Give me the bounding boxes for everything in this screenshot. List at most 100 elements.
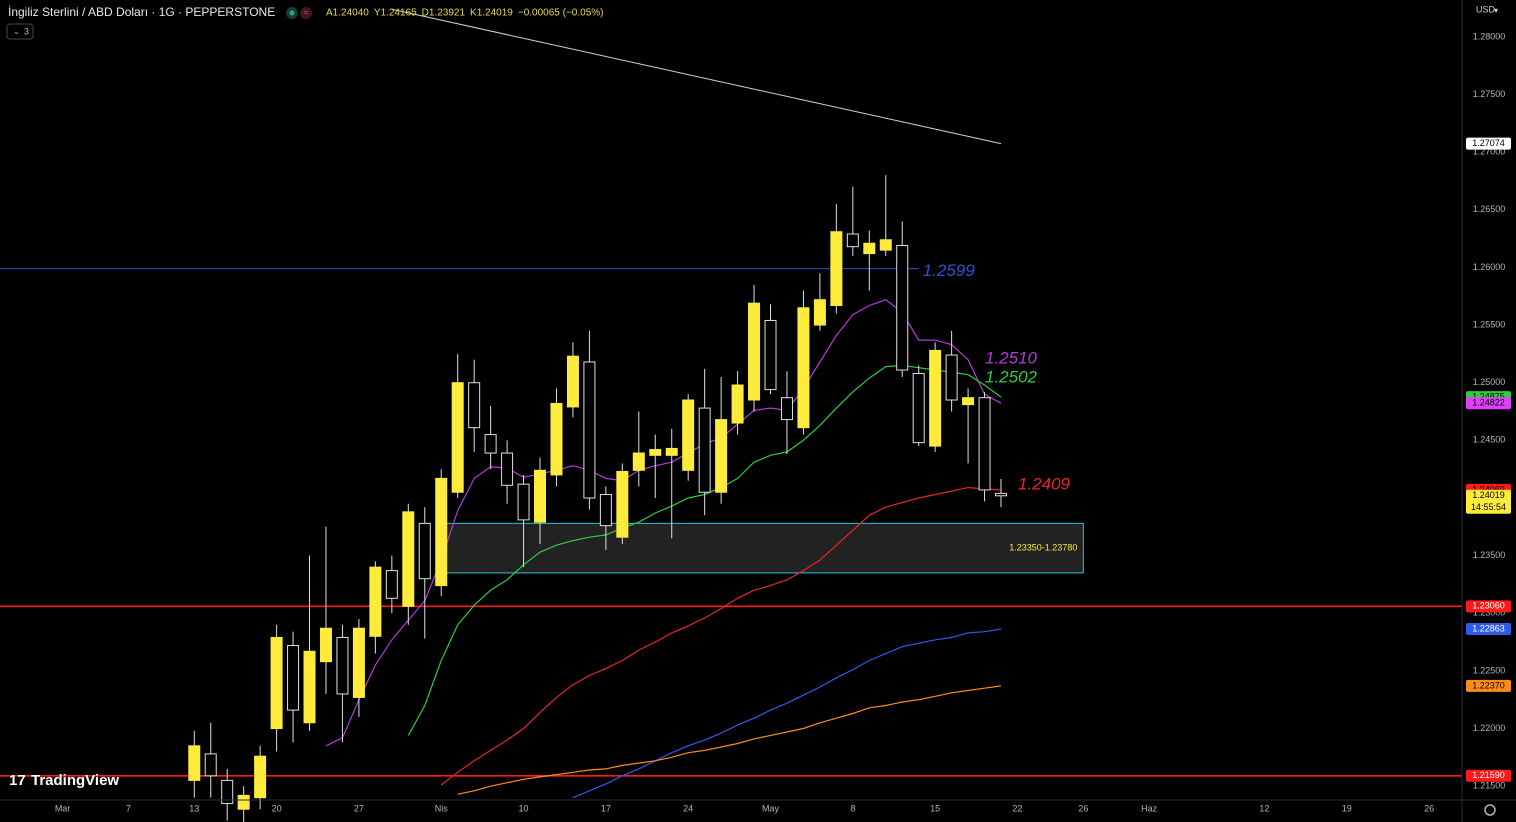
candle-body [879,239,892,251]
price-badge [1466,397,1511,410]
candle-body [336,636,349,695]
x-tick-label: 26 [1078,803,1088,813]
candle-body [369,566,382,637]
x-tick-label: May [762,803,780,813]
candle-body [632,452,645,471]
y-tick-label: 1.23500 [1473,550,1506,560]
y-tick-label: 1.23000 [1473,608,1506,618]
market-icon-glyph: ≈ [304,7,309,17]
candle-body [270,636,283,730]
price-badge-label: 1.24069 [1472,484,1505,494]
indicator-line [572,628,1002,799]
x-tick-label: Haz [1141,803,1158,813]
status-dot [289,10,295,16]
candle-body [501,452,514,486]
layers-button[interactable] [6,23,34,40]
price-badge-label: 1.22863 [1472,623,1505,633]
ohlc-value: K1.24019 [470,8,513,19]
y-tick-label: 1.21500 [1473,781,1506,791]
currency[interactable]: USD [1476,4,1496,14]
candle-body [204,753,217,777]
price-badge-label: 1.22370 [1472,680,1505,690]
candle-body [797,307,810,429]
candle-body [715,419,728,493]
x-tick-label: 10 [519,803,529,813]
candle-body [731,384,744,424]
y-tick-label: 1.26000 [1473,262,1506,272]
candle-body [287,645,300,711]
candle-body [896,245,909,371]
currency-caret: ▾ [1494,6,1498,15]
countdown: 14:55:54 [1471,502,1506,512]
candle-body [912,372,925,444]
candle-body [599,494,612,527]
x-tick-label: 15 [930,803,940,813]
ohlc-value: Y1.24165 [374,8,417,19]
indicator-line [440,486,1002,786]
candle-body [962,397,975,406]
x-tick-label: 12 [1259,803,1269,813]
x-tick-label: 17 [601,803,611,813]
y-tick-label: 1.22500 [1473,665,1506,675]
candle-body [484,434,497,454]
candle-body [237,794,250,810]
candle-body [352,627,365,698]
candle-body [566,355,579,408]
candle-body [813,299,826,326]
settings-icon[interactable] [1484,804,1496,816]
ohlc-value: A1.24040 [326,8,369,19]
line-label: 1.2599 [923,261,976,280]
indicator-line [457,685,1002,795]
candle-body [303,650,316,724]
candle-body [863,242,876,255]
price-badge-label: 1.23060 [1472,601,1505,611]
candle-body [319,627,332,663]
y-tick-label: 1.24500 [1473,435,1506,445]
candle-body [929,349,942,447]
y-tick-label: 1.27000 [1473,147,1506,157]
market-icon[interactable] [300,7,312,19]
x-tick-label: 7 [126,803,131,813]
price-badge-label: 1.24875 [1472,391,1505,401]
candle-body [435,477,448,587]
price-badge-label: 1.24019 [1472,490,1505,500]
layers-caret: ⌄ [13,27,20,36]
x-tick-label: 8 [850,803,855,813]
candle-body [830,231,843,306]
x-tick-label: 24 [683,803,693,813]
x-tick-label: 13 [189,803,199,813]
indicator-label: 1.2502 [985,367,1038,386]
candle-body [583,361,596,499]
header: İngiliz Sterlini / ABD Doları · 1G · PEP… [6,5,603,40]
x-tick-label: 26 [1424,803,1434,813]
candle-body [682,399,695,471]
candle-body [616,470,629,538]
candle-body [550,402,563,476]
x-tick-label: 22 [1012,803,1022,813]
x-tick-label: 27 [354,803,364,813]
y-tick-label: 1.28000 [1473,31,1506,41]
candle-body [649,449,662,456]
candle-body [665,447,678,456]
indicator-label: 1.2409 [1018,474,1071,493]
price-badge-label: 1.21590 [1472,770,1505,780]
y-tick-label: 1.25500 [1473,319,1506,329]
x-tick-label: Mar [55,803,71,813]
price-badge [1466,489,1511,514]
y-tick-label: 1.22000 [1473,723,1506,733]
candle-body [188,745,201,781]
candle-body [995,492,1008,497]
candle-body [517,483,530,521]
candle-body [254,755,267,799]
x-tick-label: 20 [272,803,282,813]
y-tick-label: 1.25000 [1473,377,1506,387]
logo-mark: 17 [9,772,26,789]
ohlc-value: D1.23921 [422,8,466,19]
candle-body [402,511,415,607]
candle-body [221,779,234,804]
zone-label: 1.23350-1.23780 [1009,543,1077,553]
